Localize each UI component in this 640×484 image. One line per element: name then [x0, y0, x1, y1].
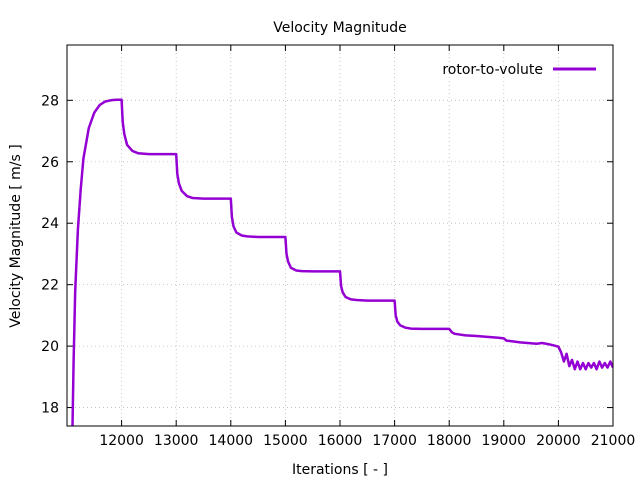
- y-tick-label: 24: [41, 216, 59, 232]
- x-tick-label: 14000: [209, 433, 254, 449]
- x-tick-label: 19000: [482, 433, 527, 449]
- y-axis-label: Velocity Magnitude [ m/s ]: [8, 144, 24, 327]
- x-tick-label: 18000: [427, 433, 472, 449]
- plot-frame: [66, 44, 614, 427]
- series-layer: [71, 98, 613, 426]
- y-tick-label: 18: [41, 401, 59, 417]
- y-tick-label: 28: [41, 93, 59, 109]
- y-tick-label: 26: [41, 155, 59, 171]
- x-tick-label: 13000: [154, 433, 199, 449]
- axis-ticks: 12000 13000 14000 15000 16000 17000 18000 19000…: [41, 45, 635, 449]
- x-tick-label: 16000: [318, 433, 363, 449]
- x-tick-label: 12000: [99, 433, 144, 449]
- y-tick-label: 20: [41, 339, 59, 355]
- x-tick-label: 17000: [372, 433, 417, 449]
- x-axis-label: Iterations [ - ]: [292, 462, 388, 478]
- grid-lines: [67, 45, 613, 426]
- x-tick-label: 15000: [263, 433, 308, 449]
- series-line: [71, 98, 613, 426]
- legend-label: rotor-to-volute: [442, 62, 543, 78]
- chart-title: Velocity Magnitude: [273, 20, 407, 36]
- legend: rotor-to-volute: [442, 62, 596, 78]
- y-tick-label: 22: [41, 278, 59, 294]
- x-tick-label: 20000: [536, 433, 581, 449]
- x-tick-label: 21000: [591, 433, 636, 449]
